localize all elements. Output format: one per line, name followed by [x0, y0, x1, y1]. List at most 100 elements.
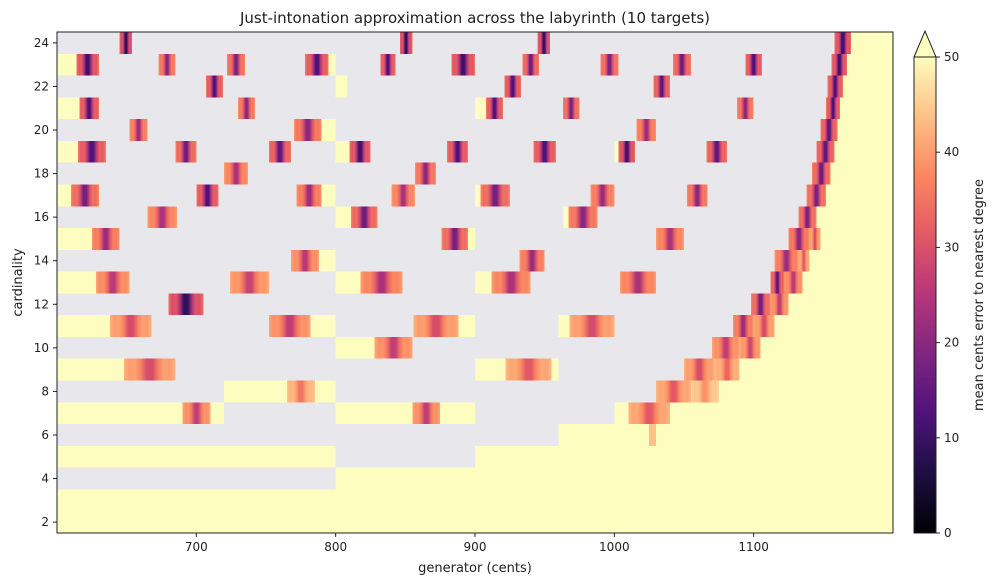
- heatmap-cell: [590, 184, 615, 207]
- heatmap-cell: [335, 271, 361, 294]
- heatmap-cell: [847, 53, 893, 76]
- heatmap-cell: [57, 315, 110, 337]
- heatmap-cell: [519, 249, 545, 272]
- colorbar-tick-label: 30: [944, 240, 959, 254]
- heatmap-cell: [504, 75, 521, 98]
- heatmap-cell: [229, 271, 269, 294]
- heatmap-cell: [268, 315, 311, 337]
- heatmap-cell: [806, 184, 827, 207]
- heatmap-cell: [119, 32, 133, 54]
- heatmap-cell: [684, 358, 715, 381]
- colorbar-extend-arrow: [913, 29, 937, 58]
- heatmap-cell: [314, 380, 336, 403]
- heatmap-cell: [636, 119, 657, 141]
- heatmap-cell: [827, 75, 843, 98]
- heatmap-cell: [109, 315, 152, 337]
- heatmap-cell: [788, 293, 893, 316]
- heatmap-cell: [614, 140, 619, 163]
- heatmap-cell: [458, 315, 475, 337]
- heatmap-cell: [656, 380, 691, 403]
- heatmap-cell: [57, 53, 77, 76]
- heatmap-cell: [784, 271, 803, 294]
- heatmap-cell: [335, 206, 351, 229]
- colorbar-label: mean cents error to nearest degree: [972, 179, 987, 411]
- heatmap-cell: [475, 97, 487, 120]
- heatmap-cell: [505, 358, 552, 381]
- heatmap-cell: [718, 380, 893, 403]
- heatmap-cell: [475, 358, 506, 381]
- heatmap-cell: [57, 489, 893, 512]
- heatmap-cell: [175, 140, 197, 163]
- heatmap-cell: [834, 140, 893, 163]
- heatmap-cell: [224, 380, 287, 403]
- heatmap-cell: [57, 97, 80, 120]
- heatmap-cell: [226, 53, 246, 76]
- heatmap-cell: [770, 293, 789, 316]
- heatmap-cell: [736, 97, 754, 120]
- heatmap-cell: [305, 53, 329, 76]
- heatmap-cell: [656, 228, 684, 250]
- heatmap-cell: [686, 184, 708, 207]
- y-tick-label: 24: [34, 36, 49, 50]
- heatmap-cell: [57, 445, 336, 468]
- heatmap-cell: [70, 184, 99, 207]
- y-tick-label: 18: [34, 167, 49, 181]
- heatmap-cell: [690, 380, 719, 403]
- heatmap-cell: [802, 271, 893, 294]
- heatmap-cell: [649, 424, 657, 446]
- heatmap-cell: [732, 315, 754, 337]
- y-tick-label: 16: [34, 210, 49, 224]
- y-tick-label: 4: [41, 472, 49, 486]
- heatmap-cell: [321, 184, 336, 207]
- x-axis: 700 800 900 1000 1100: [185, 533, 769, 554]
- heatmap-cell: [96, 271, 130, 294]
- y-tick-label: 20: [34, 123, 49, 137]
- heatmap-cell: [451, 53, 475, 76]
- heatmap-cell: [480, 184, 510, 207]
- heatmap-cell: [618, 140, 636, 163]
- heatmap-cell: [568, 206, 598, 229]
- heatmap-cell: [820, 228, 893, 250]
- heatmap-cell: [706, 140, 728, 163]
- heatmap-cell: [196, 184, 219, 207]
- x-axis-label: generator (cents): [418, 561, 532, 576]
- heatmap-cell: [711, 336, 740, 359]
- heatmap-cell: [837, 119, 893, 141]
- heatmap-cell: [291, 249, 319, 272]
- heatmap-cell: [826, 184, 893, 207]
- heatmap-cell: [831, 53, 848, 76]
- heatmap-cell: [522, 53, 540, 76]
- heatmap-cell: [745, 53, 763, 76]
- heatmap-cell: [391, 184, 416, 207]
- heatmap-cell: [475, 184, 481, 207]
- x-tick-label: 1100: [738, 540, 769, 554]
- heatmap-cell: [834, 32, 852, 54]
- heatmap-cell: [842, 75, 893, 98]
- heatmap-cell: [569, 315, 615, 337]
- heatmap-cell: [816, 206, 893, 229]
- y-tick-label: 6: [41, 428, 49, 442]
- y-axis-label: cardinality: [11, 248, 26, 317]
- heatmap-cell: [562, 97, 580, 120]
- heatmap-cell: [147, 206, 177, 229]
- colorbar-tick-label: 20: [944, 336, 959, 350]
- heatmap-cell: [380, 53, 396, 76]
- heatmap-cell: [129, 119, 148, 141]
- heatmap-cell: [537, 32, 551, 54]
- heatmap-cell: [440, 402, 475, 425]
- heatmap-cell: [774, 249, 799, 272]
- heatmap-cell: [91, 228, 120, 250]
- heatmap-cell: [816, 140, 835, 163]
- heatmap-cell: [57, 358, 124, 381]
- heatmap-cell: [310, 315, 336, 337]
- heatmap-cell: [182, 402, 211, 425]
- chart-title: Just-intonation approximation across the…: [239, 9, 710, 27]
- heatmap-cell: [335, 467, 894, 490]
- heatmap-cell: [238, 97, 255, 120]
- heatmap-cell: [491, 271, 531, 294]
- heatmap-cell: [349, 140, 371, 163]
- colorbar: 0 10 20 30 40 50: [913, 29, 959, 540]
- heatmap-cell: [533, 140, 556, 163]
- heatmap-cell: [57, 402, 183, 425]
